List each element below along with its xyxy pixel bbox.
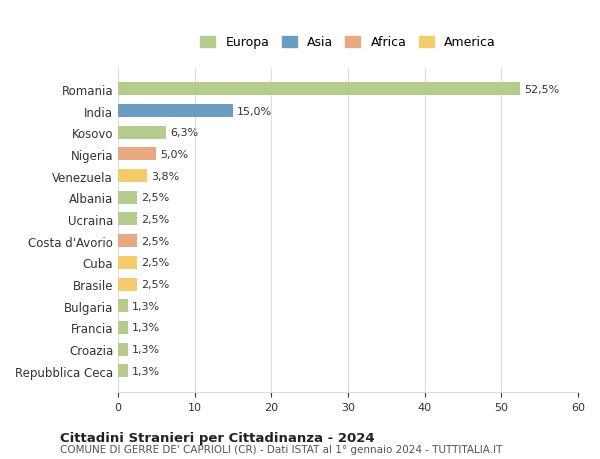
Bar: [118, 170, 147, 183]
Text: 2,5%: 2,5%: [141, 193, 169, 203]
Text: 2,5%: 2,5%: [141, 236, 169, 246]
Text: 1,3%: 1,3%: [132, 344, 160, 354]
Text: 1,3%: 1,3%: [132, 301, 160, 311]
Bar: [118, 343, 128, 356]
Bar: [118, 213, 137, 226]
Text: 1,3%: 1,3%: [132, 323, 160, 333]
Text: 2,5%: 2,5%: [141, 214, 169, 224]
Bar: [118, 126, 166, 140]
Bar: [118, 300, 128, 313]
Bar: [118, 256, 137, 269]
Legend: Europa, Asia, Africa, America: Europa, Asia, Africa, America: [197, 33, 499, 53]
Bar: [118, 321, 128, 334]
Bar: [118, 83, 520, 96]
Bar: [118, 148, 157, 161]
Text: 15,0%: 15,0%: [237, 106, 272, 116]
Text: 6,3%: 6,3%: [170, 128, 198, 138]
Text: 2,5%: 2,5%: [141, 280, 169, 290]
Text: Cittadini Stranieri per Cittadinanza - 2024: Cittadini Stranieri per Cittadinanza - 2…: [60, 431, 374, 444]
Bar: [118, 191, 137, 204]
Text: 5,0%: 5,0%: [160, 150, 188, 160]
Text: 52,5%: 52,5%: [524, 84, 560, 95]
Bar: [118, 364, 128, 377]
Text: 2,5%: 2,5%: [141, 258, 169, 268]
Text: 1,3%: 1,3%: [132, 366, 160, 376]
Bar: [118, 278, 137, 291]
Text: 3,8%: 3,8%: [151, 171, 179, 181]
Text: COMUNE DI GERRE DE' CAPRIOLI (CR) - Dati ISTAT al 1° gennaio 2024 - TUTTITALIA.I: COMUNE DI GERRE DE' CAPRIOLI (CR) - Dati…: [60, 444, 502, 454]
Bar: [118, 105, 233, 118]
Bar: [118, 235, 137, 248]
